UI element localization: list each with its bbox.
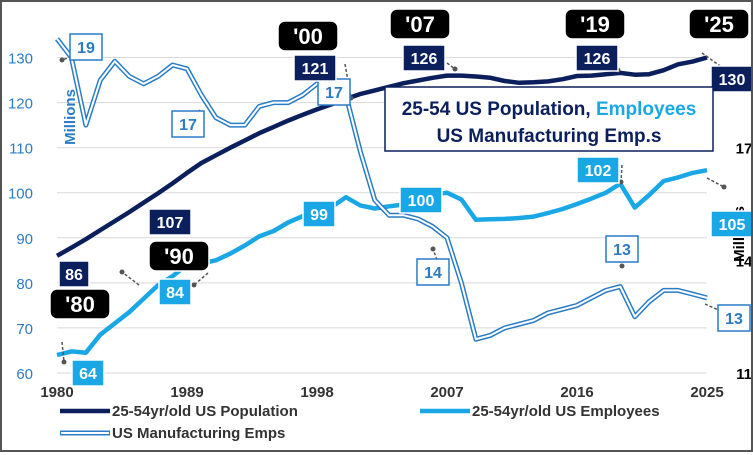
callout-arrowhead-15 <box>619 263 625 269</box>
value-label-14: 99 <box>310 207 328 224</box>
value-label-box-15 <box>399 186 443 214</box>
value-label-1: 17 <box>179 117 197 134</box>
x-tick-2025: 2025 <box>690 384 723 401</box>
value-label-11: 130 <box>719 72 746 89</box>
y-left-tick-120: 120 <box>8 96 33 113</box>
value-label-2: 17 <box>325 85 343 102</box>
chart-title-line-2: US Manufacturing Emp.s <box>437 126 662 147</box>
y-left-tick-130: 130 <box>8 51 33 68</box>
y-axis-label-left: Millions <box>62 89 79 145</box>
year-label-box-4 <box>564 8 626 40</box>
year-label-3: '07 <box>405 12 435 37</box>
x-tick-1989: 1989 <box>170 384 203 401</box>
year-label-box-0 <box>49 288 111 320</box>
year-label-4: '19 <box>580 12 610 37</box>
callout-connector-11 <box>620 164 623 183</box>
value-label-box-6 <box>58 260 90 288</box>
y-right-tick-14: 14 <box>736 253 751 270</box>
callout-arrowhead-4 <box>61 359 67 365</box>
y-left-tick-90: 90 <box>16 231 33 248</box>
legend-label-2: US Manufacturing Emps <box>112 425 285 442</box>
value-label-5: 13 <box>725 311 743 328</box>
x-tick-2007: 2007 <box>430 384 463 401</box>
series-line-0 <box>55 55 708 258</box>
value-label-15: 100 <box>408 193 435 210</box>
value-label-box-16 <box>576 156 620 184</box>
legend-label-0: 25-54yr/old US Population <box>112 403 298 420</box>
y-left-tick-60: 60 <box>16 366 33 383</box>
callout-arrowhead-7 <box>452 66 458 72</box>
value-label-10: 126 <box>584 51 611 68</box>
value-label-box-17 <box>710 210 753 238</box>
value-label-7: 107 <box>157 215 184 232</box>
year-label-0: '80 <box>65 292 95 317</box>
series-mfg-inner <box>56 38 708 341</box>
year-label-5: '25 <box>704 12 734 37</box>
y-left-tick-100: 100 <box>8 186 33 203</box>
value-label-13: 84 <box>166 285 184 302</box>
value-label-box-5 <box>717 304 751 332</box>
value-label-3: 14 <box>424 265 442 282</box>
value-label-box-1 <box>171 110 205 138</box>
callout-connector-14 <box>432 248 438 261</box>
chart-title: 25-54 US Population, Employees <box>402 99 697 120</box>
callout-arrowhead-12 <box>721 184 727 190</box>
y-right-tick-11: 11 <box>736 366 751 383</box>
x-tick-2016: 2016 <box>560 384 593 401</box>
chart-title-part-2: Employees <box>596 99 696 120</box>
value-label-17: 105 <box>719 217 746 234</box>
value-label-8: 121 <box>302 61 329 78</box>
year-label-1: '90 <box>164 244 194 269</box>
x-tick-1980: 1980 <box>40 384 73 401</box>
year-label-box-5 <box>688 8 750 40</box>
value-label-4: 13 <box>613 242 631 259</box>
callout-connector-12 <box>706 177 725 188</box>
value-label-box-10 <box>575 44 619 72</box>
value-label-box-0 <box>69 33 103 61</box>
callout-arrowhead-14 <box>430 246 436 252</box>
value-label-box-12 <box>71 359 105 387</box>
value-label-box-7 <box>148 208 192 236</box>
callout-connector-2 <box>121 271 140 286</box>
legend-label-1: 25-54yr/old US Employees <box>472 403 660 420</box>
y-right-tick-17: 17 <box>736 141 751 158</box>
value-label-box-13 <box>158 278 192 306</box>
value-label-box-4 <box>605 235 639 263</box>
chart-title-part-1: 25-54 US Population, <box>402 99 596 120</box>
callout-connector-4 <box>61 341 65 363</box>
callout-arrowhead-0 <box>59 57 65 63</box>
year-label-box-2 <box>277 20 339 52</box>
value-label-box-9 <box>402 44 446 72</box>
callout-connector-7 <box>438 56 456 70</box>
x-tick-1998: 1998 <box>300 384 333 401</box>
value-label-box-14 <box>302 200 336 228</box>
year-label-box-1 <box>148 240 210 272</box>
callout-arrowhead-2 <box>119 269 125 275</box>
callout-arrowhead-13 <box>191 282 197 288</box>
chart-svg: 60 70 80 90 100 110 120 130 11 14 17 1980 1989 1998 20… <box>8 8 753 442</box>
value-label-box-3 <box>416 258 450 286</box>
y-left-tick-110: 110 <box>9 141 33 158</box>
year-label-box-3 <box>389 8 451 40</box>
value-label-9: 126 <box>411 51 438 68</box>
value-label-box-11 <box>710 65 753 93</box>
title-box <box>384 86 714 152</box>
callout-connector-13 <box>193 272 209 286</box>
value-label-0: 19 <box>77 40 95 57</box>
value-label-12: 64 <box>79 366 97 383</box>
y-left-tick-80: 80 <box>16 276 33 293</box>
value-label-box-8 <box>293 54 337 82</box>
y-left-tick-70: 70 <box>16 321 33 338</box>
year-label-2: '00 <box>293 24 323 49</box>
value-label-6: 86 <box>65 267 83 284</box>
value-label-16: 102 <box>585 163 612 180</box>
